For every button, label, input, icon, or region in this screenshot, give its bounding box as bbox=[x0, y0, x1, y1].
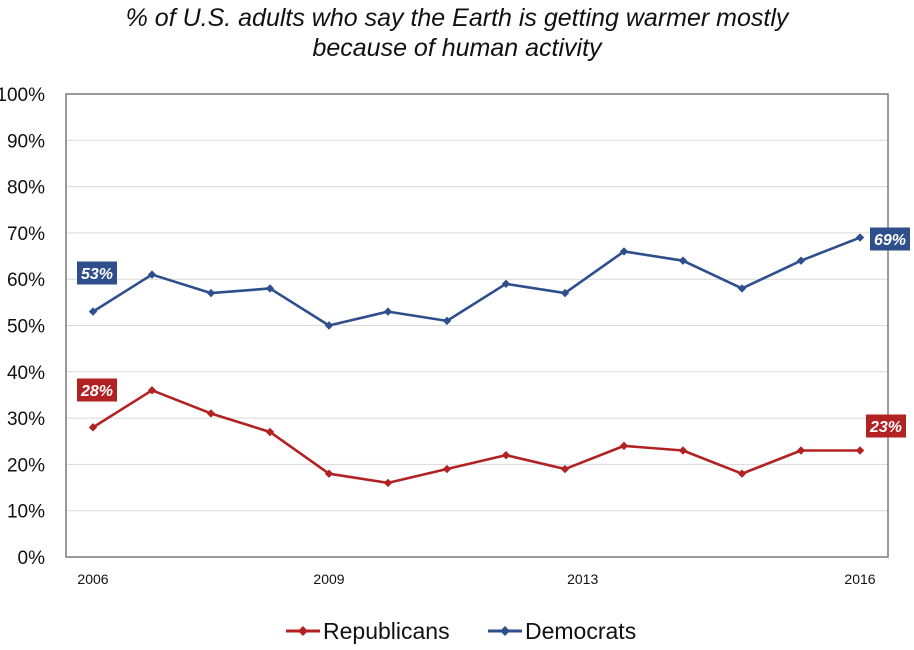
republicans-point bbox=[502, 451, 510, 459]
y-tick-label: 100% bbox=[0, 85, 45, 106]
y-tick-label: 30% bbox=[7, 409, 45, 430]
democrats-point bbox=[384, 307, 392, 315]
democrats-point bbox=[856, 233, 864, 241]
y-tick-label: 0% bbox=[18, 548, 46, 569]
y-tick-label: 50% bbox=[7, 317, 45, 338]
republicans-point bbox=[207, 409, 215, 417]
gridlines bbox=[66, 140, 888, 510]
data-labels: 53% 69% 28% 23% bbox=[77, 228, 910, 438]
republicans-point bbox=[620, 442, 628, 450]
democrats-legend-label: Democrats bbox=[525, 618, 636, 644]
y-tick-label: 10% bbox=[7, 502, 45, 523]
y-tick-label: 60% bbox=[7, 270, 45, 291]
y-tick-label: 20% bbox=[7, 455, 45, 476]
republicans-point bbox=[679, 446, 687, 454]
republicans-legend-label: Republicans bbox=[323, 618, 450, 644]
x-tick-label: 2016 bbox=[844, 571, 875, 587]
republicans-legend-marker bbox=[298, 626, 308, 636]
y-tick-label: 40% bbox=[7, 363, 45, 384]
republicans-point bbox=[856, 446, 864, 454]
x-tick-label: 2006 bbox=[77, 571, 108, 587]
democrats-point bbox=[679, 256, 687, 264]
republicans-point bbox=[384, 479, 392, 487]
democrats-end-label: 69% bbox=[874, 232, 906, 249]
y-tick-label: 70% bbox=[7, 224, 45, 245]
republicans-start-label: 28% bbox=[80, 383, 113, 400]
series-group bbox=[89, 233, 864, 487]
democrats-line bbox=[93, 238, 860, 326]
republicans-point bbox=[738, 469, 746, 477]
y-axis: 0% 10% 20% 30% 40% 50% 60% 70% 80% 90% 100% bbox=[0, 85, 45, 569]
x-axis: 2006 2009 2013 2016 bbox=[77, 571, 875, 587]
republicans-end-label: 23% bbox=[869, 419, 902, 436]
democrats-legend-marker bbox=[500, 626, 510, 636]
republicans-line bbox=[93, 390, 860, 483]
democrats-point bbox=[738, 284, 746, 292]
y-tick-label: 80% bbox=[7, 178, 45, 199]
republicans-point bbox=[443, 465, 451, 473]
x-tick-label: 2009 bbox=[313, 571, 344, 587]
republicans-point bbox=[561, 465, 569, 473]
democrats-point bbox=[207, 289, 215, 297]
legend: Republicans Democrats bbox=[286, 618, 636, 644]
democrats-point bbox=[797, 256, 805, 264]
democrats-start-label: 53% bbox=[81, 266, 113, 283]
republicans-point bbox=[797, 446, 805, 454]
y-tick-label: 90% bbox=[7, 131, 45, 152]
x-tick-label: 2013 bbox=[567, 571, 598, 587]
